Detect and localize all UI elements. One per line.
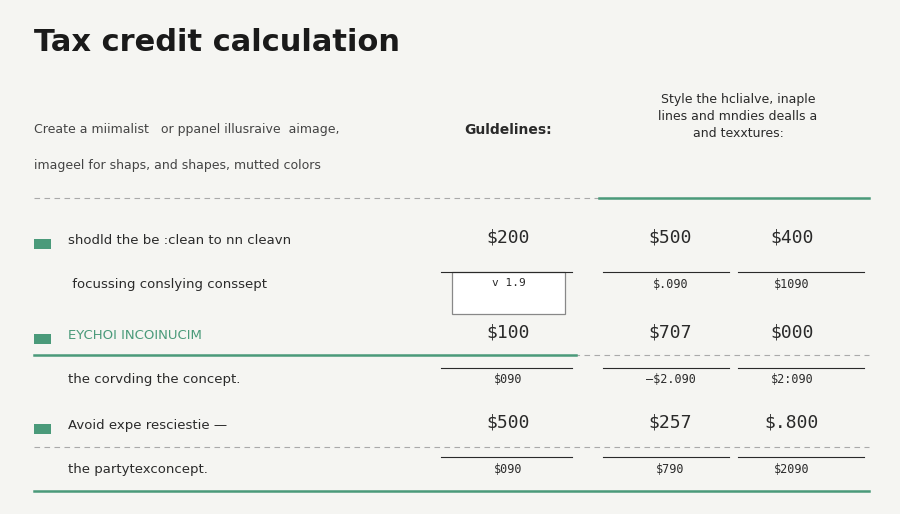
Text: focussing conslying conssept: focussing conslying conssept <box>68 278 266 290</box>
Text: $.800: $.800 <box>765 414 819 432</box>
Text: $090: $090 <box>494 463 523 475</box>
Text: v 1.9: v 1.9 <box>491 278 526 287</box>
Text: $707: $707 <box>649 324 692 342</box>
Text: imageel for shaps, and shapes, mutted colors: imageel for shaps, and shapes, mutted co… <box>34 159 321 172</box>
Text: $500: $500 <box>487 414 530 432</box>
Text: shodld the be :clean to nn cleavn: shodld the be :clean to nn cleavn <box>68 234 291 247</box>
Text: $2090: $2090 <box>774 463 810 475</box>
Text: $000: $000 <box>770 324 814 342</box>
Text: $400: $400 <box>770 229 814 247</box>
Text: Tax credit calculation: Tax credit calculation <box>34 28 400 57</box>
Text: $100: $100 <box>487 324 530 342</box>
Bar <box>34 239 51 249</box>
Bar <box>34 335 51 344</box>
Text: $257: $257 <box>649 414 692 432</box>
Text: $090: $090 <box>494 373 523 386</box>
Text: $2:090: $2:090 <box>770 373 814 386</box>
Text: $790: $790 <box>656 463 685 475</box>
Text: Style the hclialve, inaple
lines and mndies dealls a
and texxtures:: Style the hclialve, inaple lines and mnd… <box>659 93 817 139</box>
Text: the corvding the concept.: the corvding the concept. <box>68 373 240 386</box>
Text: $1090: $1090 <box>774 278 810 290</box>
Text: $500: $500 <box>649 229 692 247</box>
Text: Guldelines:: Guldelines: <box>464 123 553 137</box>
Text: EYCHOI INCOINUCIM: EYCHOI INCOINUCIM <box>68 329 202 342</box>
Bar <box>34 425 51 434</box>
Text: Avoid expe resciestie —: Avoid expe resciestie — <box>68 419 227 432</box>
Text: $200: $200 <box>487 229 530 247</box>
Text: $.090: $.090 <box>652 278 688 290</box>
Text: Create a miimalist   or ppanel illusraive  aimage,: Create a miimalist or ppanel illusraive … <box>34 123 339 136</box>
FancyBboxPatch shape <box>452 272 565 314</box>
Text: —$2.090: —$2.090 <box>645 373 696 386</box>
Text: the partytexconcept.: the partytexconcept. <box>68 463 207 475</box>
